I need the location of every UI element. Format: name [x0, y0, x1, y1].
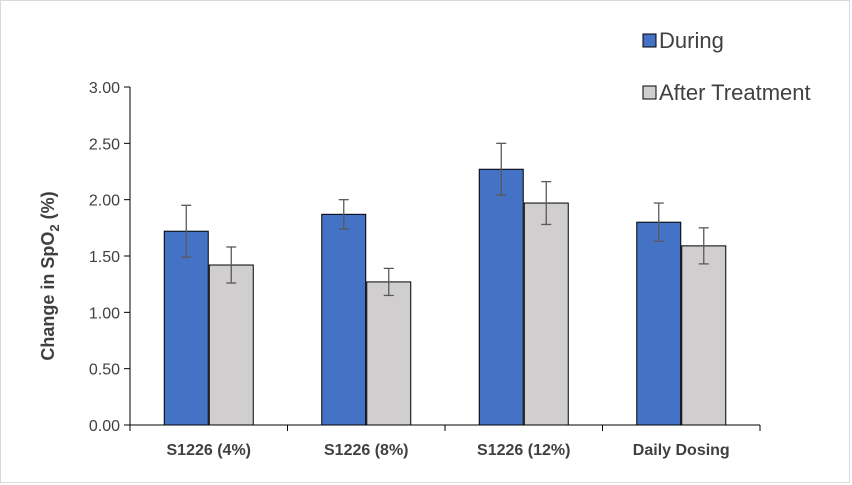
y-tick-label: 2.50 — [89, 136, 120, 153]
bar — [208, 264, 254, 426]
legend-swatch-after-treatment — [642, 85, 657, 100]
bar — [636, 221, 682, 426]
y-tick-label: 0.00 — [89, 418, 120, 435]
y-tick-label: 1.00 — [89, 305, 120, 322]
error-bars — [181, 142, 709, 297]
y-axis: 0.00 0.50 1.00 1.50 2.00 2.50 3.00 — [89, 80, 131, 435]
y-axis-title-prefix: Change in SpO — [38, 232, 58, 361]
legend-label-during: During — [659, 28, 724, 53]
bar — [523, 202, 569, 426]
x-category-label: S1226 (4%) — [167, 442, 252, 459]
legend: During After Treatment — [642, 28, 811, 105]
x-category-label: S1226 (8%) — [324, 442, 409, 459]
legend-label-after-treatment: After Treatment — [659, 80, 811, 105]
y-tick-label: 1.50 — [89, 249, 120, 266]
y-tick-label: 3.00 — [89, 80, 120, 97]
bar — [163, 230, 209, 426]
y-axis-title: Change in SpO2 (%) — [38, 191, 62, 360]
x-axis: S1226 (4%) S1226 (8%) S1226 (12%) Daily Dos… — [129, 424, 761, 459]
bars — [163, 168, 727, 426]
legend-swatch-during — [642, 33, 657, 48]
bar — [366, 281, 412, 426]
bar — [321, 213, 367, 426]
y-tick-label: 0.50 — [89, 362, 120, 379]
bar — [478, 168, 524, 426]
y-axis-title-suffix: (%) — [38, 191, 58, 224]
bar — [681, 245, 727, 426]
y-tick-label: 2.00 — [89, 193, 120, 210]
x-category-label: Daily Dosing — [633, 442, 730, 459]
x-category-label: S1226 (12%) — [477, 442, 570, 459]
y-axis-title-subscript: 2 — [47, 224, 62, 231]
